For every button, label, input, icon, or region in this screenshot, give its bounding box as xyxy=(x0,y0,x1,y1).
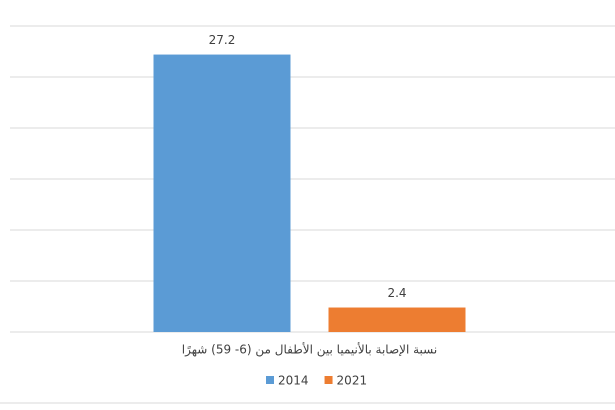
bar xyxy=(153,54,291,333)
legend-swatch xyxy=(324,376,333,384)
legend-label: 2014 xyxy=(278,374,309,388)
legend-label: 2021 xyxy=(337,374,368,388)
data-label: 27.2 xyxy=(209,33,236,47)
x-tick-label: نسبة الإصابة بالأنيميا بين الأطفال من (6… xyxy=(182,342,437,358)
legend-swatch xyxy=(266,376,274,384)
bar xyxy=(328,307,466,332)
data-label: 2.4 xyxy=(387,286,406,300)
